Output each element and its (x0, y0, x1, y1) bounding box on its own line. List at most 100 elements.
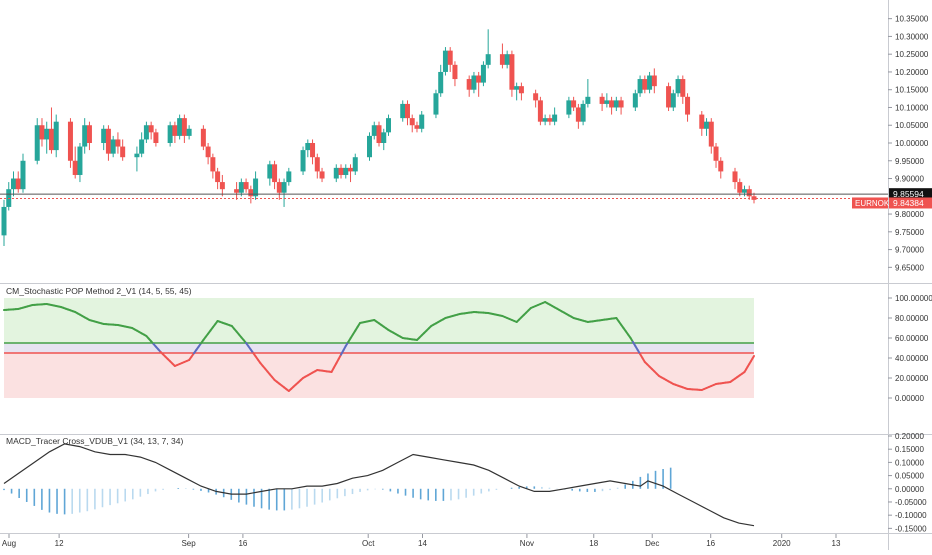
candle-body (39, 125, 44, 139)
candle-body (405, 104, 410, 118)
price-axis-label: 9.75000 (895, 228, 924, 237)
candle-body (111, 139, 116, 153)
price-axis-label: 10.00000 (895, 139, 929, 148)
candle-body (115, 139, 120, 146)
candle-body (519, 86, 524, 93)
macd-axis-label: 0.05000 (895, 472, 924, 481)
time-axis-label: 16 (706, 539, 715, 548)
candle-body (201, 129, 206, 147)
candle-body (348, 168, 353, 172)
candle-body (139, 139, 144, 153)
candle-body (339, 168, 344, 175)
candle-body (210, 157, 215, 171)
stoch-middle-zone (4, 343, 754, 353)
stoch-axis-label: 80.00000 (895, 314, 929, 323)
candle-body (533, 93, 538, 100)
candle-body (538, 100, 543, 121)
macd-axis-label: 0.10000 (895, 458, 924, 467)
candle-body (149, 125, 154, 132)
candle-body (253, 179, 258, 197)
candle-body (704, 122, 709, 129)
candle-body (709, 122, 714, 147)
stoch-upper-zone (4, 298, 754, 343)
candle-body (486, 54, 491, 65)
time-axis-label: Nov (520, 539, 534, 548)
candle-body (248, 189, 253, 196)
candle-body (481, 65, 486, 83)
candle-body (182, 118, 187, 136)
candle-body (239, 182, 244, 193)
candle-body (419, 115, 424, 129)
candle-body (452, 65, 457, 79)
candle-body (566, 100, 571, 114)
candle-body (310, 143, 315, 157)
macd-axis[interactable]: -0.15000-0.10000-0.050000.000000.050000.… (888, 432, 927, 533)
candle-body (44, 129, 49, 140)
candle-body (134, 154, 139, 158)
time-axis-label: 14 (418, 539, 427, 548)
symbol-price-label: EURNOK 9.84384 (852, 197, 932, 208)
candle-body (11, 179, 16, 190)
macd-axis-label: 0.00000 (895, 485, 924, 494)
price-axis-label: 9.80000 (895, 210, 924, 219)
stoch-axis-label: 100.00000 (895, 294, 932, 303)
candle-body (638, 79, 643, 93)
time-axis-label: 18 (589, 539, 598, 548)
candle-body (172, 125, 177, 136)
candle-body (633, 93, 638, 107)
candle-body (600, 97, 605, 104)
price-candles (2, 29, 757, 246)
symbol-price-text: 9.84384 (893, 198, 924, 208)
price-axis-label: 10.35000 (895, 15, 929, 24)
macd-axis-label: -0.05000 (895, 498, 927, 507)
candle-body (552, 115, 557, 122)
time-axis-label: Dec (645, 539, 659, 548)
price-axis-label: 9.95000 (895, 157, 924, 166)
price-axis[interactable]: 9.650009.700009.750009.800009.900009.950… (888, 15, 929, 273)
candle-body (410, 118, 415, 125)
candle-body (120, 147, 125, 158)
candle-body (666, 86, 671, 107)
candle-body (372, 125, 377, 136)
candle-body (414, 125, 419, 129)
price-axis-label: 10.10000 (895, 103, 929, 112)
candle-body (286, 171, 291, 182)
candle-body (377, 125, 382, 143)
candle-body (282, 182, 287, 193)
price-pane[interactable]: 9.650009.700009.750009.800009.900009.950… (0, 15, 932, 273)
candle-body (671, 93, 676, 107)
candle-body (699, 115, 704, 129)
candle-body (505, 54, 510, 65)
candle-body (2, 207, 7, 235)
time-axis-label: Sep (181, 539, 196, 548)
candle-body (747, 189, 752, 196)
time-axis-label: 16 (238, 539, 247, 548)
candle-body (500, 54, 505, 65)
candle-body (685, 97, 690, 115)
candle-body (733, 171, 738, 182)
stoch-axis-label: 40.00000 (895, 354, 929, 363)
candle-body (272, 164, 277, 182)
candle-body (305, 143, 310, 150)
candle-body (187, 129, 192, 136)
macd-pane[interactable]: MACD_Tracer Cross_VDUB_V1 (34, 13, 7, 34… (4, 432, 927, 533)
candle-body (244, 182, 249, 189)
candle-body (714, 147, 719, 161)
price-axis-label: 10.30000 (895, 32, 929, 41)
candle-body (381, 132, 386, 143)
candle-body (334, 168, 339, 179)
stoch-axis[interactable]: 0.0000020.0000040.0000060.0000080.000001… (888, 294, 932, 403)
candle-body (87, 125, 92, 143)
candle-body (433, 93, 438, 114)
stoch-lower-zone (4, 353, 754, 398)
candle-body (642, 79, 647, 90)
candle-body (547, 118, 552, 122)
stochastic-pane[interactable]: CM_Stochastic POP Method 2_V1 (14, 5, 55… (4, 286, 932, 403)
candle-body (267, 164, 272, 178)
candle-body (680, 79, 685, 97)
candle-body (576, 107, 581, 121)
candle-body (514, 86, 519, 90)
